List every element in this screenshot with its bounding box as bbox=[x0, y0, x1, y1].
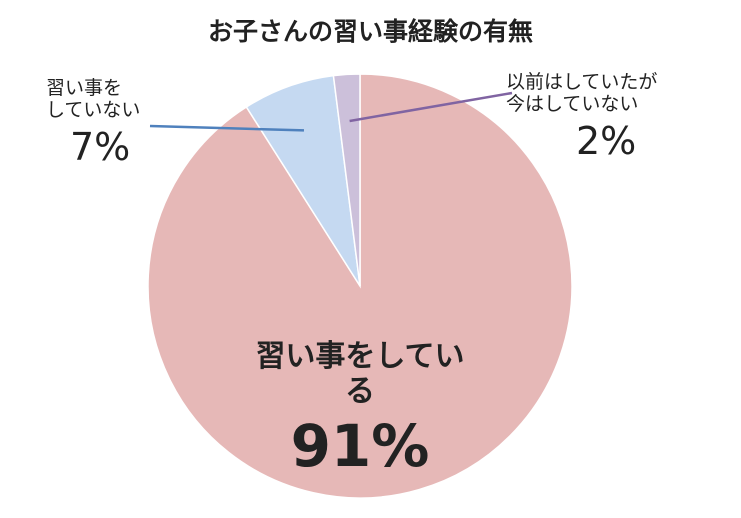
label-previously-attended-line1: 以前はしていたが bbox=[506, 71, 658, 93]
leader-line-previously-attended bbox=[349, 91, 513, 123]
label-not-attending-line1: 習い事を bbox=[46, 77, 123, 99]
label-not-attending: 習い事を していない 7% bbox=[46, 77, 141, 169]
label-previously-attended-percent: 2% bbox=[576, 118, 637, 163]
label-attending-percent: 91% bbox=[290, 412, 430, 480]
label-attending-category: 習い事をしている bbox=[255, 339, 465, 409]
label-attending: 習い事をしている 91% bbox=[250, 339, 470, 480]
slice-previously-attended bbox=[332, 73, 361, 287]
label-previously-attended: 以前はしていたが 今はしていない 2% bbox=[506, 71, 658, 163]
label-not-attending-percent: 7% bbox=[70, 124, 131, 169]
label-previously-attended-line2: 今はしていない bbox=[506, 92, 639, 115]
label-not-attending-line2: していない bbox=[46, 98, 141, 121]
chart-title: お子さんの習い事経験の有無 bbox=[207, 17, 533, 46]
leader-line-not-attending bbox=[149, 124, 305, 132]
